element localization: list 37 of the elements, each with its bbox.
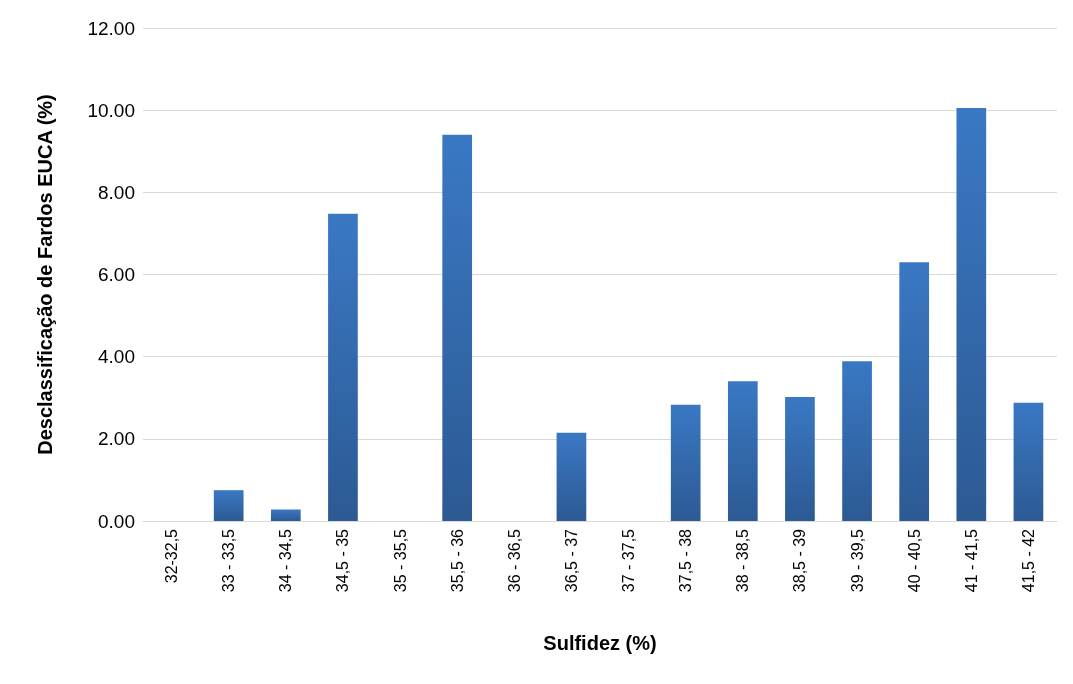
x-tick-label: 36,5 - 37 [562,528,580,593]
y-tick-label: 10.00 [87,99,135,121]
bar [956,108,987,521]
y-tick-label: 0.00 [98,510,135,532]
bar [785,396,815,521]
y-tick-label: 12.00 [87,17,135,39]
bar [1013,402,1044,521]
x-tick-label: 37,5 - 38 [677,528,695,593]
bar [213,490,244,521]
x-tick-label: 41,5 - 42 [1019,528,1037,593]
bar [556,432,587,521]
x-tick-label: 40 - 40,5 [905,528,923,593]
x-tick-label: 34 - 34,5 [277,528,295,593]
y-tick-label: 4.00 [98,346,135,368]
x-tick-label: 36 - 36,5 [505,528,523,593]
bar [727,381,758,521]
x-tick-label: 38,5 - 39 [791,528,809,593]
y-tick-label: 6.00 [98,264,135,285]
x-tick-label: 35,5 - 36 [448,528,466,593]
bar [328,213,358,521]
x-axis-title: Sulfidez (%) [543,632,657,654]
y-tick-label: 8.00 [98,181,135,203]
x-tick-label: 35 - 35,5 [391,528,409,593]
bar [670,404,701,521]
y-axis-title: Desclassificação de Fardos EUCA (%) [34,94,56,455]
x-tick-label: 34,5 - 35 [334,528,352,593]
bar [442,134,473,521]
x-tick-label: 38 - 38,5 [734,528,752,593]
x-tick-label: 32-32,5 [163,528,181,584]
x-tick-label: 33 - 33,5 [220,528,238,593]
x-tick-label: 39 - 39,5 [848,528,866,593]
x-tick-label: 37 - 37,5 [620,528,638,593]
bar [270,509,301,521]
y-tick-label: 2.00 [98,428,135,450]
bar [899,262,930,521]
x-tick-label: 41 - 41,5 [962,528,980,593]
bar [842,361,872,521]
